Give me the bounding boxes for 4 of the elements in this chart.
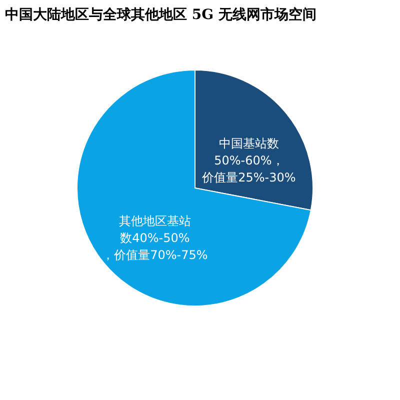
slice-label: 其他地区基站数40%-50%，价值量70%-75% (102, 214, 208, 262)
slice-label: 中国基站数50%-60%，价值量25%-30% (201, 136, 296, 184)
pie-slice (76, 70, 312, 306)
chart-title: 中国大陆地区与全球其他地区 5G 无线网市场空间 (5, 6, 316, 23)
